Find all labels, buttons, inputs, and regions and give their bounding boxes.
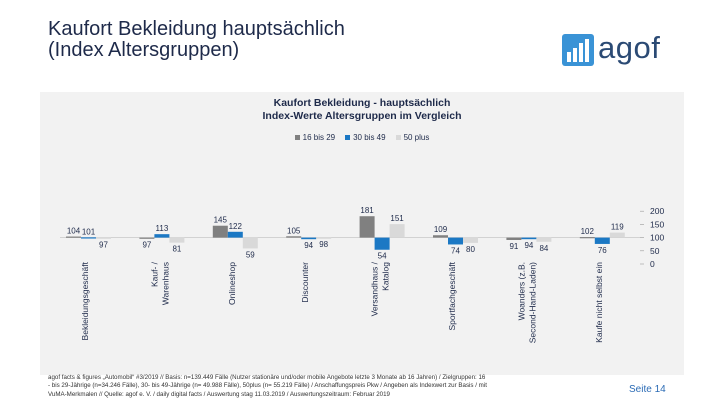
bar-3 [463, 237, 478, 243]
bar-1 [139, 237, 155, 239]
bar-3 [316, 237, 332, 239]
data-label: 80 [466, 245, 475, 254]
data-label: 94 [524, 241, 533, 250]
bar-3 [389, 224, 405, 238]
category-label: Kaufe nicht selbst ein [594, 262, 604, 343]
legend-swatch-3 [395, 135, 401, 141]
bar-2 [521, 237, 537, 240]
category-label: Kauf- /Warenhaus [149, 261, 170, 305]
bar-1 [212, 225, 228, 238]
data-label: 97 [142, 240, 151, 249]
bar-3 [96, 237, 111, 239]
agof-logo: agof [562, 28, 674, 68]
y-tick-label: 0 [650, 259, 655, 269]
chart-title: Kaufort Bekleidung - hauptsächlich Index… [262, 97, 462, 122]
bar-1 [286, 236, 302, 238]
data-label: 84 [539, 244, 548, 253]
bar-3 [242, 237, 258, 249]
bar-1 [433, 235, 448, 238]
legend-label-1: 16 bis 29 [302, 133, 336, 142]
bar-2 [227, 231, 243, 238]
legend-item-3: 50 plus [395, 133, 430, 142]
bar-2 [448, 237, 463, 245]
legend-item-2: 30 bis 49 [345, 133, 386, 142]
data-label: 74 [451, 246, 460, 255]
data-label: 102 [581, 227, 595, 236]
data-label: 122 [229, 222, 243, 231]
bar-1 [359, 216, 375, 238]
data-label: 104 [67, 227, 81, 236]
footnote: agof facts & figures „Automobil“ #3/2019… [48, 374, 487, 398]
bar-chart-logo-icon [562, 34, 594, 66]
legend-swatch-1 [294, 135, 300, 141]
data-label: 81 [172, 245, 181, 254]
bar-2 [301, 237, 317, 240]
category-label: Bekleidungsgeschäft [80, 261, 90, 340]
y-tick-label: 100 [650, 233, 664, 243]
category-label: Woanders (z.B.Second-Hand-Laden) [516, 262, 537, 343]
bar-2 [154, 234, 170, 238]
legend-item-1: 16 bis 29 [294, 133, 336, 142]
bar-2 [374, 237, 390, 250]
legend-label-2: 30 bis 49 [353, 133, 386, 142]
chart-legend: 16 bis 29 30 bis 49 50 plus [40, 133, 684, 142]
y-tick-label: 50 [650, 246, 660, 256]
data-label: 59 [246, 250, 255, 259]
data-label: 94 [304, 241, 313, 250]
category-label: Discounter [300, 262, 310, 303]
legend-label-3: 50 plus [403, 133, 430, 142]
bar-1 [66, 236, 81, 238]
data-label: 97 [99, 240, 108, 249]
bar-3 [609, 232, 625, 238]
bar-1 [506, 237, 522, 240]
data-label: 109 [434, 225, 448, 234]
bar-2 [81, 237, 96, 239]
data-label: 145 [214, 216, 228, 225]
category-label: Versandhaus /Katalog [370, 261, 391, 316]
category-label: Sportfachgeschäft [447, 261, 457, 330]
data-label: 98 [319, 240, 328, 249]
data-label: 91 [509, 242, 518, 251]
bar-1 [579, 237, 595, 239]
legend-swatch-2 [345, 135, 351, 141]
bar-3 [169, 237, 185, 243]
category-label: Onlineshop [227, 262, 237, 305]
bar-2 [594, 237, 610, 244]
data-label: 151 [390, 214, 404, 223]
page-title: Kaufort Bekleidung hauptsächlich (Index … [48, 18, 345, 61]
data-label: 76 [598, 246, 607, 255]
data-label: 54 [378, 252, 387, 261]
data-label: 105 [287, 226, 301, 235]
data-label: 119 [611, 223, 624, 232]
data-label: 113 [156, 224, 169, 233]
page-number: Seite 14 [629, 384, 666, 395]
bar-3 [536, 237, 552, 242]
y-tick-label: 200 [650, 206, 664, 216]
data-label: 101 [82, 227, 96, 236]
data-label: 181 [360, 206, 374, 215]
logo-text: agof [598, 30, 661, 65]
y-tick-label: 150 [650, 219, 664, 229]
